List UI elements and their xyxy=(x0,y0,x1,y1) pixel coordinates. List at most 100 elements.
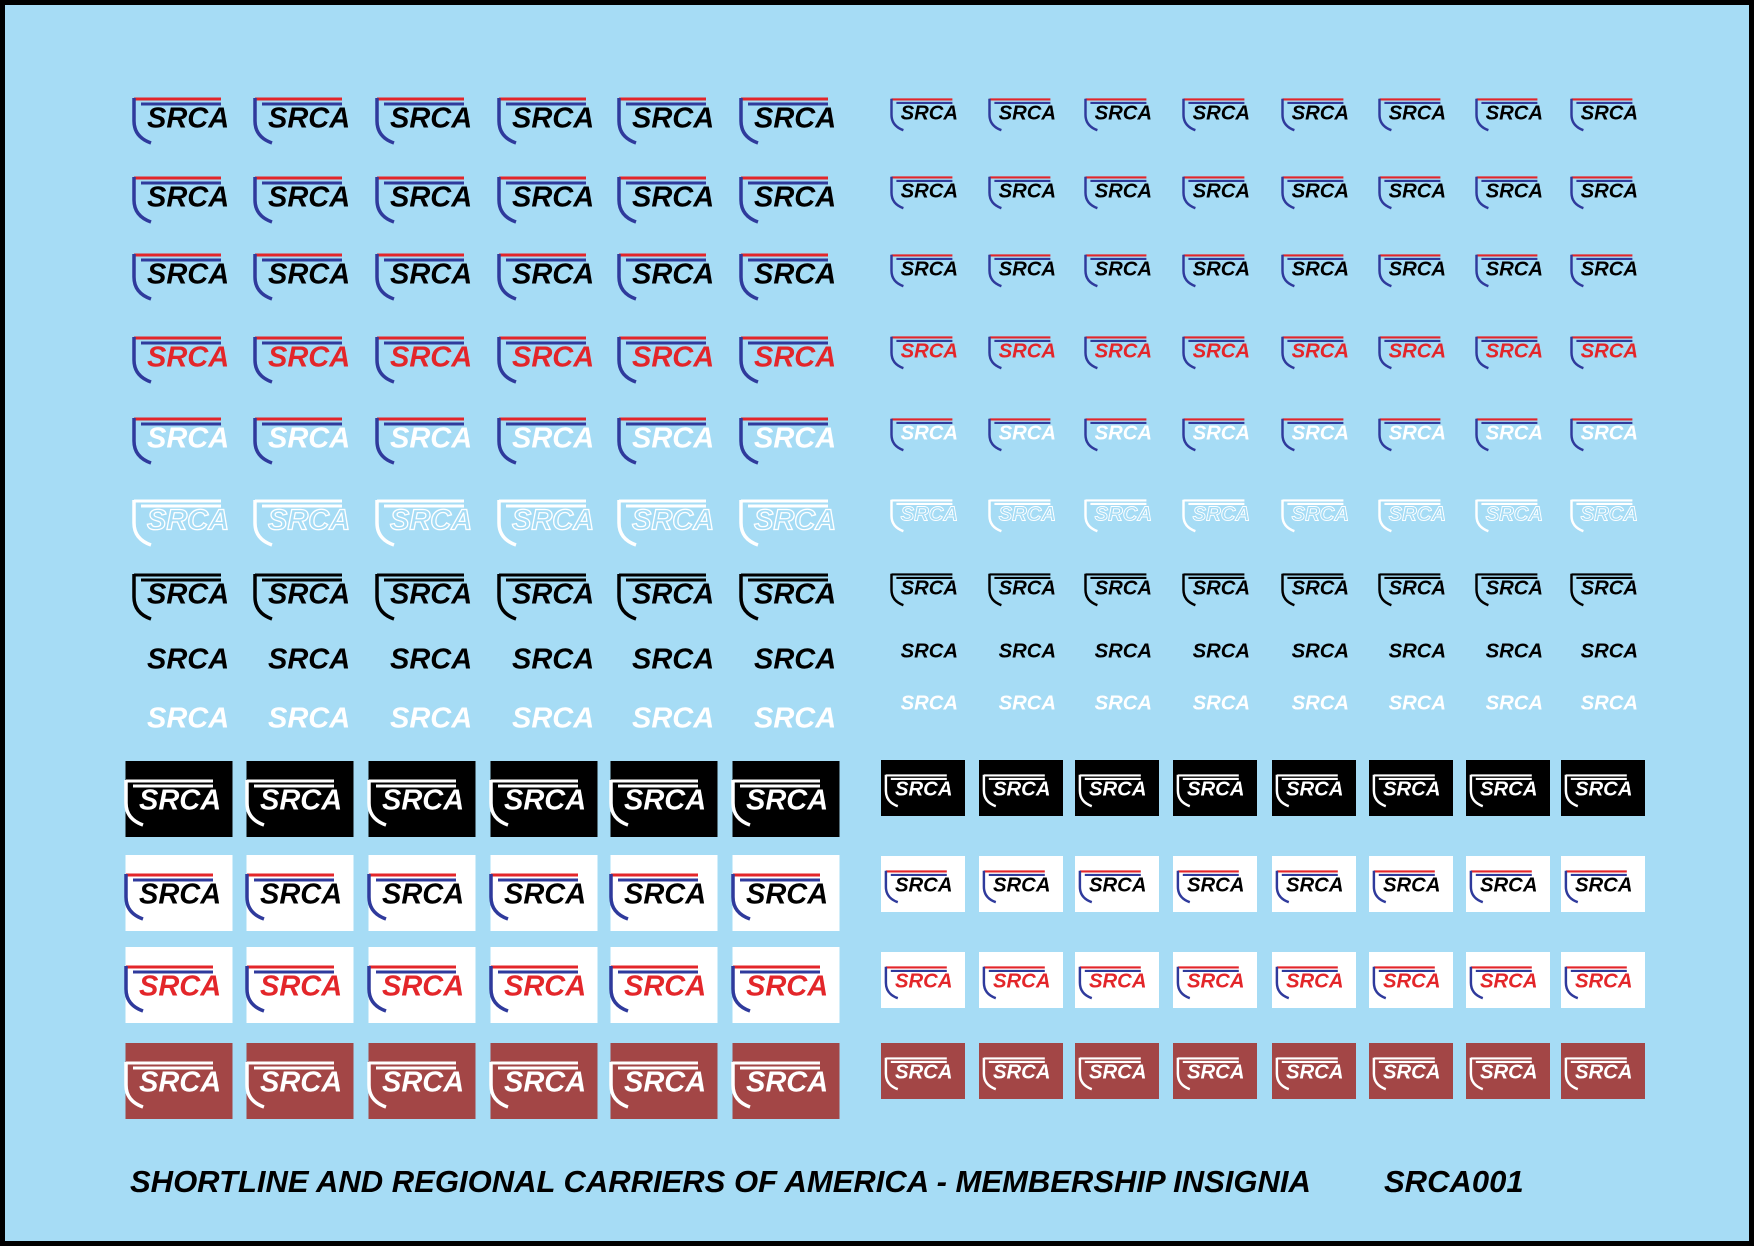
shield xyxy=(1084,176,1098,210)
decal-box xyxy=(610,947,718,1023)
logo: SRCA xyxy=(390,644,472,676)
logo-text: SRCA xyxy=(999,577,1056,599)
shield xyxy=(1176,1057,1191,1091)
logo: SRCA xyxy=(489,779,586,827)
logo: SRCA xyxy=(489,873,586,921)
shield xyxy=(609,1062,629,1109)
shield xyxy=(982,870,997,904)
logo-text: SRCA xyxy=(632,579,714,611)
logo-text: SRCA xyxy=(901,577,958,599)
shield xyxy=(609,966,629,1013)
logo-text: SRCA xyxy=(1193,503,1250,525)
logo-text: SRCA xyxy=(390,644,472,676)
decal-box xyxy=(1466,1043,1550,1099)
logo-text: SRCA xyxy=(1486,340,1543,362)
logo-text: SRCA xyxy=(895,1061,952,1083)
logo-text: SRCA xyxy=(901,180,958,202)
logo-text: SRCA xyxy=(1292,422,1349,444)
shield xyxy=(1182,176,1196,210)
shield xyxy=(253,254,273,301)
logo-text: SRCA xyxy=(999,258,1056,280)
logo: SRCA xyxy=(1469,1057,1537,1091)
logo-text: SRCA xyxy=(390,505,472,537)
logo-text: SRCA xyxy=(1286,970,1343,992)
shield xyxy=(731,874,751,921)
logo: SRCA xyxy=(1570,418,1638,452)
logo: SRCA xyxy=(982,870,1050,904)
logo-text: SRCA xyxy=(1581,422,1638,444)
decal-box xyxy=(1075,952,1159,1008)
logo: SRCA xyxy=(1182,254,1250,288)
logo-text: SRCA xyxy=(999,340,1056,362)
shield xyxy=(132,337,152,384)
shield xyxy=(1570,98,1584,132)
logo-text: SRCA xyxy=(512,703,594,735)
logo-text: SRCA xyxy=(512,342,594,374)
shield xyxy=(1281,98,1295,132)
logo: SRCA xyxy=(988,336,1056,370)
shield xyxy=(1570,254,1584,288)
logo-text: SRCA xyxy=(1486,640,1543,662)
logo: SRCA xyxy=(132,176,229,224)
decal-box xyxy=(1173,1043,1257,1099)
footer-code: SRCA001 xyxy=(1384,1164,1524,1199)
shield xyxy=(1564,966,1579,1000)
logo: SRCA xyxy=(1378,418,1446,452)
logo-text: SRCA xyxy=(512,644,594,676)
shield xyxy=(1084,499,1098,533)
shield xyxy=(497,418,517,465)
shield xyxy=(1078,870,1093,904)
shield xyxy=(1378,336,1392,370)
logo-text: SRCA xyxy=(1575,778,1632,800)
logo: SRCA xyxy=(1475,254,1543,288)
logo: SRCA xyxy=(988,499,1057,533)
logo-text: SRCA xyxy=(1486,102,1543,124)
logo: SRCA xyxy=(901,692,958,714)
logo-text: SRCA xyxy=(390,342,472,374)
shield xyxy=(375,500,395,547)
logo: SRCA xyxy=(884,870,952,904)
logo-text: SRCA xyxy=(382,971,464,1003)
shield xyxy=(1475,573,1489,607)
logo-text: SRCA xyxy=(268,423,350,455)
logo-text: SRCA xyxy=(390,103,472,135)
logo-text: SRCA xyxy=(147,644,229,676)
logo-text: SRCA xyxy=(382,785,464,817)
logo-text: SRCA xyxy=(1095,340,1152,362)
logo-text: SRCA xyxy=(1095,577,1152,599)
decal-box xyxy=(881,760,965,816)
logo-text: SRCA xyxy=(1095,422,1152,444)
logo-text: SRCA xyxy=(1389,180,1446,202)
logo-text: SRCA xyxy=(901,422,958,444)
logo: SRCA xyxy=(1084,98,1152,132)
logo: SRCA xyxy=(253,253,350,301)
decal-box xyxy=(732,761,840,837)
logo-text: SRCA xyxy=(1480,970,1537,992)
logo: SRCA xyxy=(1378,98,1446,132)
shield xyxy=(1564,774,1579,808)
logo: SRCA xyxy=(1475,418,1543,452)
logo: SRCA xyxy=(617,253,714,301)
logo: SRCA xyxy=(268,703,350,735)
logo: SRCA xyxy=(1182,336,1250,370)
logo-text: SRCA xyxy=(1292,640,1349,662)
logo-text: SRCA xyxy=(512,259,594,291)
decal-box xyxy=(1369,1043,1453,1099)
shield xyxy=(253,177,273,224)
shield xyxy=(1378,499,1392,533)
shield xyxy=(1570,336,1584,370)
logo: SRCA xyxy=(731,1061,828,1109)
logo: SRCA xyxy=(982,774,1050,808)
shield xyxy=(375,177,395,224)
logo: SRCA xyxy=(739,336,836,384)
logo: SRCA xyxy=(617,417,714,465)
shield xyxy=(124,780,144,827)
logo: SRCA xyxy=(1581,692,1638,714)
logo: SRCA xyxy=(1469,774,1537,808)
shield xyxy=(988,499,1002,533)
logo-text: SRCA xyxy=(901,692,958,714)
logo: SRCA xyxy=(132,417,229,465)
logo-text: SRCA xyxy=(999,102,1056,124)
logo-text: SRCA xyxy=(268,182,350,214)
